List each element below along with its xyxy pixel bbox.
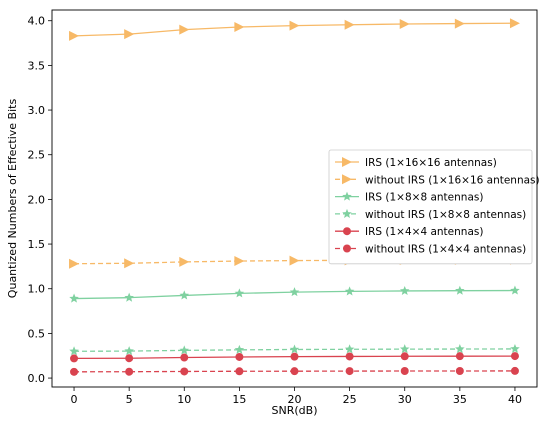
legend-label: IRS (1×8×8 antennas) bbox=[365, 192, 483, 204]
data-point bbox=[70, 367, 79, 376]
x-axis-label: SNR(dB) bbox=[272, 404, 318, 417]
data-point bbox=[235, 367, 244, 376]
data-point bbox=[180, 353, 189, 362]
y-tick-label: 4.0 bbox=[28, 15, 46, 28]
legend-item: IRS (1×16×16 antennas) bbox=[335, 157, 497, 169]
y-tick-label: 0.5 bbox=[28, 327, 46, 340]
legend-marker bbox=[342, 157, 352, 167]
legend: IRS (1×16×16 antennas) without IRS (1×16×… bbox=[328, 149, 540, 265]
y-tick-label: 1.5 bbox=[28, 238, 46, 251]
series-5 bbox=[70, 352, 519, 363]
y-tick-label: 2.5 bbox=[28, 149, 46, 162]
y-tick-label: 3.5 bbox=[28, 59, 46, 72]
data-point bbox=[509, 18, 520, 29]
x-tick-label: 30 bbox=[398, 393, 412, 406]
x-tick-label: 40 bbox=[508, 393, 522, 406]
data-point bbox=[234, 256, 245, 267]
y-tick-label: 1.0 bbox=[28, 283, 46, 296]
data-point bbox=[344, 19, 355, 30]
legend-box bbox=[328, 149, 533, 265]
series-1 bbox=[69, 18, 520, 41]
data-point bbox=[69, 293, 79, 303]
legend-marker bbox=[343, 227, 351, 236]
legend-item: without IRS (1×8×8 antennas) bbox=[335, 208, 526, 221]
data-point bbox=[124, 292, 134, 302]
data-point bbox=[399, 19, 410, 30]
data-point bbox=[234, 21, 245, 32]
data-point bbox=[344, 344, 355, 354]
data-point bbox=[289, 20, 300, 31]
data-point bbox=[289, 287, 300, 297]
data-point bbox=[125, 367, 134, 376]
data-point bbox=[179, 290, 190, 300]
legend-label: IRS (1×16×16 antennas) bbox=[365, 157, 497, 169]
data-point bbox=[290, 367, 299, 376]
data-point bbox=[124, 29, 135, 40]
data-point bbox=[345, 367, 354, 376]
data-point bbox=[289, 255, 300, 266]
data-point bbox=[179, 345, 190, 355]
data-point bbox=[455, 367, 464, 376]
data-point bbox=[125, 354, 134, 363]
x-tick-label: 20 bbox=[288, 393, 302, 406]
legend-marker bbox=[342, 208, 352, 218]
legend-marker bbox=[343, 244, 351, 253]
x-tick-label: 35 bbox=[453, 393, 467, 406]
data-point bbox=[69, 346, 79, 356]
data-point bbox=[234, 288, 245, 298]
data-point bbox=[399, 344, 410, 354]
data-point bbox=[455, 352, 464, 361]
data-point bbox=[69, 30, 80, 41]
data-point bbox=[124, 258, 135, 269]
y-tick-label: 0.0 bbox=[28, 372, 46, 385]
x-tick-label: 0 bbox=[71, 393, 78, 406]
legend-marker bbox=[342, 174, 352, 185]
data-point bbox=[124, 346, 134, 356]
data-point bbox=[455, 285, 465, 295]
data-point bbox=[454, 18, 465, 29]
x-tick-label: 5 bbox=[126, 393, 133, 406]
legend-item: IRS (1×4×4 antennas) bbox=[335, 226, 483, 238]
data-point bbox=[179, 256, 190, 267]
legend-item: without IRS (1×4×4 antennas) bbox=[335, 244, 526, 256]
x-tick-label: 10 bbox=[177, 393, 191, 406]
legend-marker bbox=[342, 191, 352, 201]
data-point bbox=[234, 344, 245, 354]
y-axis-label: Quantized Numbers of Effective Bits bbox=[6, 99, 19, 299]
series-3 bbox=[69, 285, 520, 303]
data-point bbox=[344, 286, 355, 296]
y-axis-ticks: 0.0 0.5 1.0 1.5 2.0 2.5 3.0 3.5 4.0 bbox=[28, 15, 52, 385]
data-point bbox=[235, 352, 244, 361]
legend-label: without IRS (1×8×8 antennas) bbox=[365, 209, 526, 221]
data-point bbox=[400, 352, 409, 361]
series-6 bbox=[70, 366, 519, 376]
legend-label: IRS (1×4×4 antennas) bbox=[365, 226, 483, 238]
series-layer bbox=[69, 18, 520, 376]
data-point bbox=[345, 352, 354, 361]
data-point bbox=[510, 352, 519, 361]
data-point bbox=[69, 258, 80, 269]
data-point bbox=[290, 352, 299, 361]
legend-label: without IRS (1×16×16 antennas) bbox=[365, 174, 540, 186]
data-point bbox=[400, 367, 409, 376]
x-tick-label: 25 bbox=[343, 393, 357, 406]
data-point bbox=[399, 285, 410, 296]
legend-label: without IRS (1×4×4 antennas) bbox=[365, 244, 526, 256]
series-4 bbox=[69, 343, 520, 356]
x-tick-label: 15 bbox=[232, 393, 246, 406]
y-tick-label: 2.0 bbox=[28, 193, 46, 206]
data-point bbox=[510, 285, 520, 295]
x-axis-ticks: 0 5 10 15 20 25 30 35 40 bbox=[71, 387, 522, 406]
y-tick-label: 3.0 bbox=[28, 104, 46, 117]
data-point bbox=[70, 354, 79, 363]
data-point bbox=[455, 344, 465, 354]
data-point bbox=[179, 24, 190, 35]
data-point bbox=[510, 343, 520, 353]
data-point bbox=[180, 367, 189, 376]
legend-item: IRS (1×8×8 antennas) bbox=[335, 191, 483, 204]
legend-item: without IRS (1×16×16 antennas) bbox=[335, 174, 540, 186]
data-point bbox=[289, 344, 300, 354]
data-point bbox=[510, 366, 519, 375]
